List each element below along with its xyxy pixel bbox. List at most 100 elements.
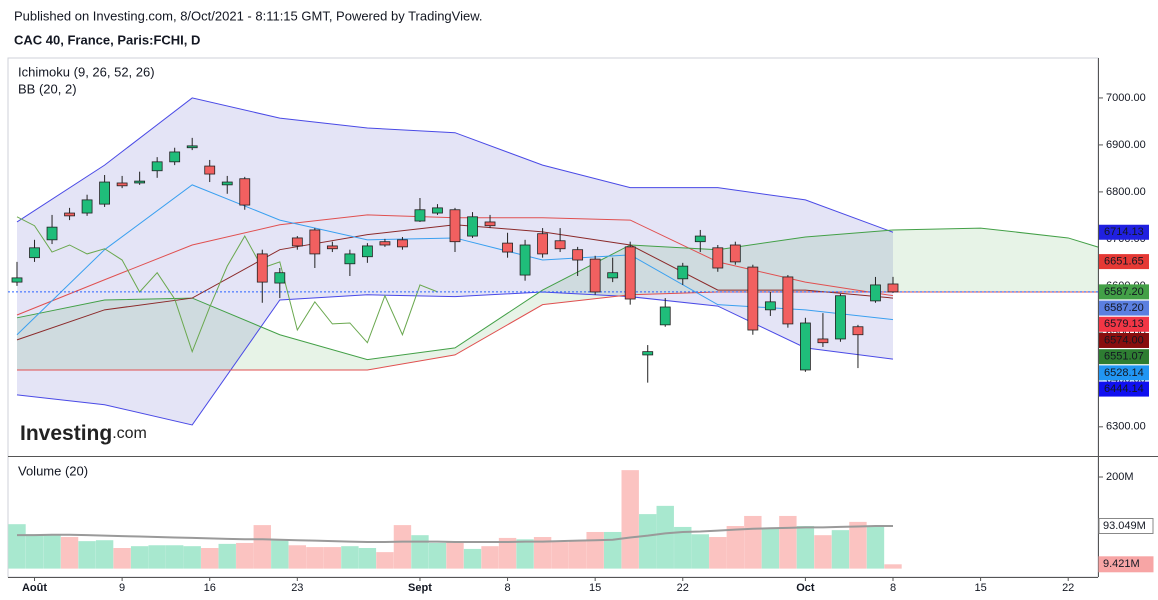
volume-bar <box>498 537 517 569</box>
x-tick-label: 9 <box>119 582 125 594</box>
x-tick-label: 22 <box>677 582 689 594</box>
volume-bar <box>831 530 850 569</box>
watermark-suffix: .com <box>112 425 147 442</box>
candle-body <box>537 233 548 255</box>
volume-pane <box>8 470 902 569</box>
candle-body <box>134 180 146 184</box>
candle-body <box>677 265 689 280</box>
volume-label-bg <box>1098 517 1154 534</box>
candle-body <box>29 247 40 259</box>
price-label: 6714.13 <box>1104 226 1144 238</box>
candle-body <box>659 306 671 326</box>
volume-bar <box>183 546 201 569</box>
candle-body <box>747 266 759 331</box>
volume-bar <box>463 548 482 569</box>
watermark-brand: Investing <box>20 422 112 445</box>
volume-label: 9.421M <box>1103 558 1140 570</box>
price-label: 6579.13 <box>1104 318 1144 330</box>
candle-body <box>414 209 426 222</box>
cloud-fill <box>17 228 1098 370</box>
y-tick-label: 7000.00 <box>1106 92 1146 104</box>
volume-bar <box>8 524 26 569</box>
volume-bar <box>639 514 657 569</box>
candle-body <box>782 276 794 325</box>
x-tick-label: 15 <box>974 582 986 594</box>
candle-body <box>852 326 864 336</box>
volume-bar <box>796 526 815 569</box>
candle-body <box>344 253 356 265</box>
x-tick-label: Sept <box>408 582 432 594</box>
volume-bar <box>393 525 412 569</box>
x-tick-label: 23 <box>291 582 303 594</box>
price-label: 6528.14 <box>1104 367 1144 379</box>
volume-bar <box>428 542 447 569</box>
volume-bar <box>78 541 96 569</box>
volume-bar <box>516 539 534 569</box>
volume-bar <box>218 543 236 569</box>
volume-bar <box>586 531 604 569</box>
candle-body <box>764 301 776 311</box>
price-label-bg <box>1099 224 1149 240</box>
candle-body <box>607 272 619 279</box>
candle-body <box>291 237 303 247</box>
volume-bar <box>866 526 885 569</box>
price-label-bg <box>1099 316 1149 332</box>
volume-bar <box>165 545 184 569</box>
candle-body <box>64 212 75 217</box>
volume-bar <box>446 541 464 569</box>
volume-bar <box>130 546 149 569</box>
x-tick-label: 8 <box>504 582 510 594</box>
volume-bar <box>60 537 79 569</box>
x-tick-label: 22 <box>1062 582 1074 594</box>
price-label: 6444.14 <box>1104 383 1144 395</box>
y-tick-label: 6800.00 <box>1106 186 1146 198</box>
x-tick-label: Août <box>22 582 47 594</box>
volume-bar <box>674 526 692 569</box>
volume-bar <box>849 521 867 569</box>
price-label-bg <box>1099 254 1149 270</box>
price-label-bg <box>1099 332 1149 348</box>
price-label-bg <box>1099 349 1149 365</box>
volume-bar <box>411 535 429 569</box>
price-label-bg <box>1099 381 1149 397</box>
candle-body <box>870 284 881 302</box>
volume-bar <box>288 545 307 569</box>
volume-bar <box>551 542 569 569</box>
volume-bar <box>761 527 780 569</box>
legend-ichimoku: Ichimoku (9, 26, 52, 26) <box>18 64 155 79</box>
candle-body <box>99 181 110 205</box>
price-label: 6574.00 <box>1104 334 1144 346</box>
candle-body <box>887 283 899 293</box>
candle-body <box>361 245 373 258</box>
candle-body <box>589 258 601 293</box>
volume-bar <box>113 548 131 569</box>
candle-body <box>239 178 251 206</box>
volume-bar <box>323 547 342 569</box>
volume-bar <box>726 526 745 569</box>
volume-label: 93.049M <box>1103 520 1146 532</box>
bb-lower <box>16 291 894 426</box>
price-label: 6587.20 <box>1104 286 1144 298</box>
candle-body <box>397 239 408 248</box>
volume-bar <box>779 515 797 569</box>
x-tick-label: 8 <box>890 582 896 594</box>
bb-upper <box>16 97 894 233</box>
volume-bar <box>341 546 359 569</box>
volume-bar <box>481 546 499 569</box>
volume-title: Volume (20) <box>18 463 88 478</box>
volume-bar <box>709 537 727 569</box>
x-tick-label: 15 <box>589 582 601 594</box>
volume-bar <box>533 537 552 569</box>
y-tick-label: 6900.00 <box>1106 139 1146 151</box>
candle-body <box>309 229 321 255</box>
price-label: 6551.07 <box>1104 351 1144 363</box>
symbol: CAC 40, France, Paris:FCHI, D <box>14 32 200 47</box>
candle-body <box>169 151 181 163</box>
x-tick-label: 16 <box>204 582 216 594</box>
volume-bar <box>884 564 902 569</box>
candle-body <box>694 235 706 243</box>
axes: 7000.006900.006800.006700.006600.006500.… <box>22 92 1154 594</box>
legend-bb: BB (20, 2) <box>18 81 77 96</box>
volume-bar <box>691 534 709 569</box>
volume-bar <box>568 540 587 569</box>
